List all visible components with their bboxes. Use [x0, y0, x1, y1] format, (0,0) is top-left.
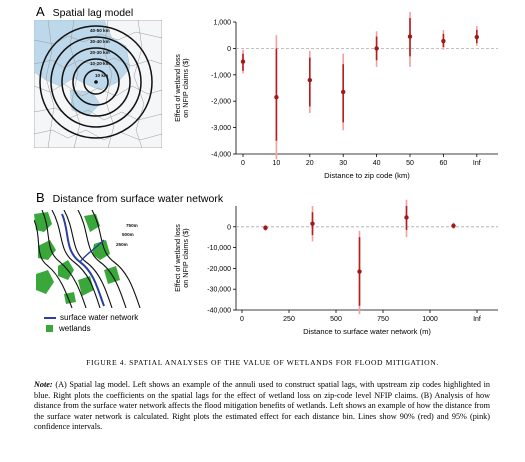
panel-a-title-text: Spatial lag model: [52, 7, 134, 19]
estimate-point: [341, 89, 346, 95]
ring-50km: [39, 25, 153, 139]
panel-a-letter: A: [36, 4, 45, 19]
ring-label-4: 10-20 km: [90, 61, 110, 66]
ring-20km: [72, 58, 120, 106]
y-axis-label: Effect of wetland loss: [173, 224, 182, 292]
x-tick-label: 0: [241, 160, 245, 167]
legend-wetlands-label: wetlands: [59, 324, 91, 333]
figure-caption: FIGURE 4. SPATIAL ANALYSES OF THE VALUE …: [86, 358, 439, 367]
estimate-point: [307, 77, 312, 83]
estimate-point: [274, 95, 279, 100]
y-axis-label: on NFIP claims ($): [181, 228, 190, 287]
ring-label-1: 40-50 km: [90, 28, 110, 33]
x-axis-label: Distance to zip code (km): [324, 171, 410, 180]
figure-note: Note: (A) Spatial lag model. Left shows …: [34, 380, 490, 433]
y-tick-label: 0: [227, 46, 231, 53]
panel-b-title-text: Distance from surface water network: [52, 193, 224, 205]
x-tick-label: Inf: [473, 316, 481, 323]
estimate-point: [474, 34, 479, 40]
estimate-point: [357, 269, 362, 274]
x-tick-label: 1000: [422, 316, 438, 323]
legend-water-label: surface water network: [60, 313, 139, 322]
x-tick-label: Inf: [473, 160, 481, 167]
legend-wetlands: wetlands: [44, 324, 91, 333]
panel-a-title: A Spatial lag model: [36, 4, 133, 19]
ring-label-3: 20-30 km: [90, 50, 110, 55]
contour-label-250: 250m: [116, 242, 128, 247]
contour-label-500: 500m: [122, 232, 134, 237]
estimate-point: [240, 59, 246, 64]
surface-water-map: 750m 500m 250m: [34, 210, 162, 308]
estimate-point: [404, 215, 409, 220]
annuli-rings: [39, 25, 153, 139]
x-tick-label: 40: [373, 160, 381, 167]
legend-water: surface water network: [44, 313, 138, 322]
ring-40km: [50, 36, 142, 128]
x-tick-label: 10: [273, 160, 281, 167]
x-tick-label: 750: [377, 316, 389, 323]
y-axis-label: on NFIP claims ($): [181, 58, 190, 117]
target-zip-point: [94, 80, 98, 84]
zip-boundaries: [34, 20, 162, 148]
y-tick-label: 1,000: [213, 20, 231, 27]
y-tick-label: -20,000: [207, 266, 231, 273]
y-tick-label: -40,000: [207, 308, 231, 315]
ring-label-5: 10 km: [95, 73, 108, 78]
estimate-point: [310, 221, 315, 226]
y-tick-label: -4,000: [211, 152, 231, 159]
y-tick-label: -10,000: [207, 245, 231, 252]
y-tick-label: -2,000: [211, 99, 231, 106]
note-text: (A) Spatial lag model. Left shows an exa…: [34, 380, 490, 432]
water-tributary-line: [79, 239, 105, 263]
y-axis-label: Effect of wetland loss: [173, 54, 182, 122]
x-tick-label: 500: [330, 316, 342, 323]
chart-a: -4,000 -3,000 -2,000 -1,000 0 1,000 0 10 20 30 40 5…: [173, 12, 498, 180]
y-tick-label: -1,000: [211, 72, 231, 79]
chart-b: -40,000 -30,000 -20,000 -10,000 0 0 250 500 750 1…: [173, 199, 498, 336]
estimate-point: [441, 38, 446, 44]
y-tick-label: -3,000: [211, 125, 231, 132]
estimate-point: [374, 46, 379, 51]
x-tick-label: 30: [339, 160, 347, 167]
spatial-lag-map: 40-50 km 30-40 km 20-30 km 10-20 km 10 k…: [34, 20, 162, 148]
water-line-swatch: [44, 316, 56, 319]
note-label: Note:: [34, 380, 53, 389]
estimate-point: [451, 223, 456, 228]
ring-10km: [83, 69, 109, 95]
x-axis-label: Distance to surface water network (m): [303, 327, 431, 336]
y-tick-label: -30,000: [207, 287, 231, 294]
x-tick-label: 250: [283, 316, 295, 323]
estimate-point: [263, 225, 268, 231]
ring-30km: [61, 47, 131, 117]
contour-label-750: 750m: [126, 223, 138, 228]
y-tick-label: 0: [227, 224, 231, 231]
x-tick-label: 50: [406, 160, 414, 167]
x-tick-label: 20: [306, 160, 314, 167]
wetlands-swatch: [46, 325, 53, 333]
ring-label-2: 30-40 km: [90, 39, 110, 44]
distance-contours: [34, 210, 141, 308]
x-tick-label: 60: [440, 160, 448, 167]
panel-b-title: B Distance from surface water network: [36, 190, 223, 205]
panel-b-letter: B: [36, 190, 45, 205]
estimate-point: [407, 34, 413, 39]
x-tick-label: 0: [240, 316, 244, 323]
